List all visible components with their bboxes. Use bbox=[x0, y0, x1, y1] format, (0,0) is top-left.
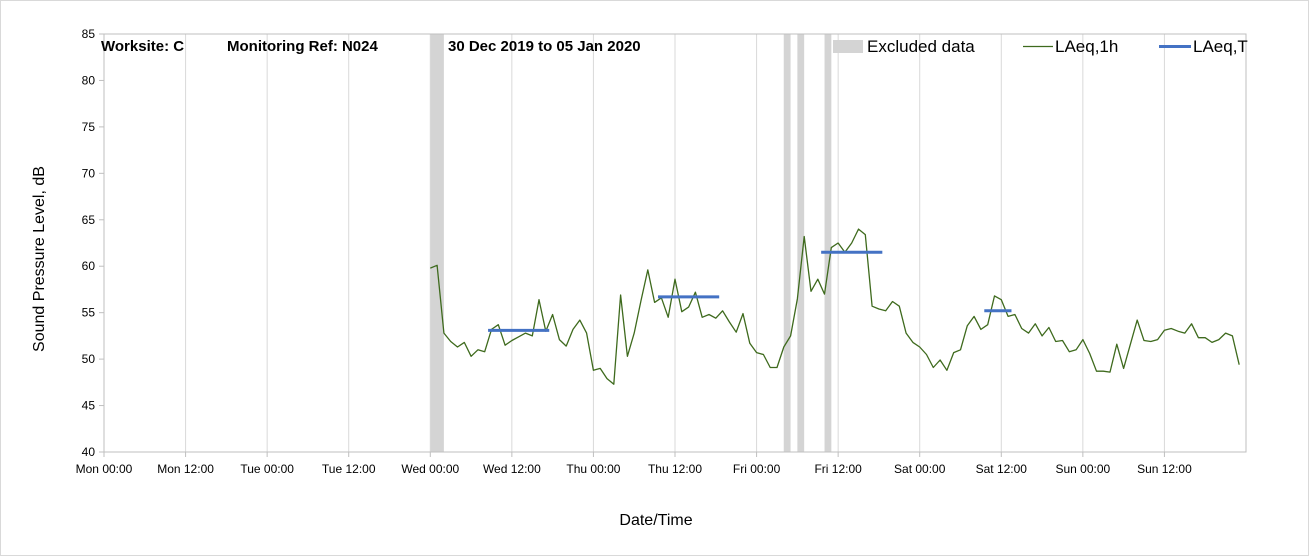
title-worksite: Worksite: C bbox=[101, 38, 184, 55]
legend-label-laeq-1h: LAeq,1h bbox=[1055, 37, 1118, 56]
series-line-laeq-1h bbox=[430, 228, 1240, 385]
x-tick-label: Fri 12:00 bbox=[814, 462, 862, 476]
x-axis-ticks: Mon 00:00 Mon 12:00 Tue 00:00 Tue 12:00 Wed … bbox=[76, 452, 1192, 476]
series bbox=[430, 228, 1240, 385]
legend-label-laeq-t: LAeq,T bbox=[1193, 37, 1248, 56]
x-tick-label: Sat 12:00 bbox=[976, 462, 1028, 476]
y-tick-label: 50 bbox=[82, 352, 96, 366]
legend: Excluded data LAeq,1h LAeq,T bbox=[833, 37, 1248, 56]
y-tick-label: 80 bbox=[82, 73, 96, 87]
x-axis-title: Date/Time bbox=[619, 512, 692, 529]
excluded-band-0 bbox=[430, 34, 444, 452]
excluded-band-1 bbox=[783, 34, 791, 452]
x-tick-label: Mon 00:00 bbox=[76, 462, 133, 476]
y-tick-label: 75 bbox=[82, 120, 96, 134]
y-tick-label: 65 bbox=[82, 213, 96, 227]
vertical-gridlines bbox=[185, 34, 1165, 452]
excluded-bands bbox=[430, 34, 832, 452]
x-tick-label: Fri 00:00 bbox=[733, 462, 781, 476]
x-tick-label: Sun 00:00 bbox=[1055, 462, 1110, 476]
x-tick-label: Tue 12:00 bbox=[322, 462, 376, 476]
x-tick-label: Sat 00:00 bbox=[894, 462, 946, 476]
x-tick-label: Mon 12:00 bbox=[157, 462, 214, 476]
legend-swatch-excluded bbox=[833, 40, 863, 53]
y-axis-ticks: 40 45 50 55 60 65 70 75 80 85 bbox=[82, 27, 104, 459]
legend-label-excluded: Excluded data bbox=[867, 37, 975, 56]
x-tick-label: Wed 00:00 bbox=[401, 462, 459, 476]
y-tick-label: 45 bbox=[82, 399, 96, 413]
excluded-band-2 bbox=[797, 34, 805, 452]
x-tick-label: Sun 12:00 bbox=[1137, 462, 1192, 476]
y-axis-title: Sound Pressure Level, dB bbox=[31, 166, 48, 352]
x-tick-label: Tue 00:00 bbox=[240, 462, 294, 476]
x-tick-label: Wed 12:00 bbox=[483, 462, 541, 476]
y-tick-label: 55 bbox=[82, 306, 96, 320]
y-tick-label: 85 bbox=[82, 27, 96, 41]
title-date-range: 30 Dec 2019 to 05 Jan 2020 bbox=[448, 38, 641, 55]
x-tick-label: Thu 12:00 bbox=[648, 462, 702, 476]
y-tick-label: 70 bbox=[82, 166, 96, 180]
y-tick-label: 60 bbox=[82, 259, 96, 273]
title-monitoring-ref: Monitoring Ref: N024 bbox=[227, 38, 378, 55]
excluded-band-3 bbox=[824, 34, 832, 452]
y-tick-label: 40 bbox=[82, 445, 96, 459]
x-tick-label: Thu 00:00 bbox=[566, 462, 620, 476]
